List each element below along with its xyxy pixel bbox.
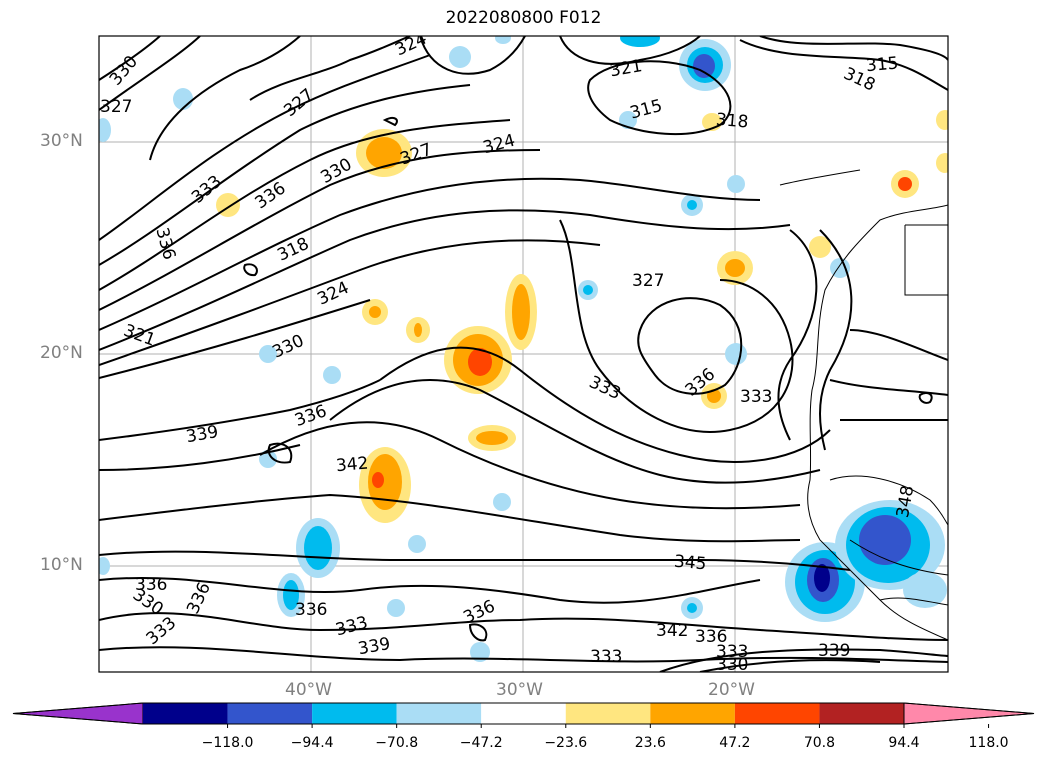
colorbar-segment — [227, 703, 313, 724]
contour-label: 339 — [818, 641, 850, 661]
colorbar — [12, 702, 1035, 728]
colorbar-outline — [12, 702, 1035, 725]
cold-blob-west — [277, 518, 340, 617]
latitude-label-30n: 30°N — [40, 131, 83, 151]
map-border — [98, 35, 949, 673]
warm-blob-north — [356, 129, 412, 177]
colorbar-tick-label: 47.2 — [719, 735, 751, 751]
colorbar-tick-label: −47.2 — [459, 735, 503, 751]
longitude-label-30w: 30°W — [496, 680, 543, 700]
contour-label: 336 — [695, 627, 727, 647]
colorbar-segment — [396, 703, 482, 724]
latitude-label-20n: 20°N — [40, 343, 83, 363]
contour-label: 336 — [135, 575, 167, 595]
longitude-label-40w: 40°W — [285, 680, 332, 700]
colorbar-extend-max — [903, 702, 1035, 725]
colorbar-tick-label: −70.8 — [375, 735, 419, 751]
longitude-label-20w: 20°W — [708, 680, 755, 700]
contour-label: 333 — [590, 647, 622, 667]
colorbar-tick-label: 118.0 — [968, 735, 1009, 751]
coastline — [779, 169, 948, 641]
warm-blob-small — [216, 110, 948, 451]
contour-label: 333 — [740, 387, 772, 407]
colorbar-tick-label: 94.4 — [888, 735, 920, 751]
cold-blob-southeast — [785, 500, 947, 622]
contour-label: 315 — [865, 53, 899, 76]
contour-label: 336 — [295, 600, 327, 620]
colorbar-tick-label: −94.4 — [290, 735, 334, 751]
contour-lines — [99, 36, 948, 672]
latitude-label-10n: 10°N — [40, 555, 83, 575]
contour-label: 342 — [656, 621, 688, 641]
colorbar-segment — [565, 703, 651, 724]
contour-label: 318 — [715, 110, 749, 133]
colorbar-segment — [734, 703, 820, 724]
cold-blob-north — [620, 36, 731, 91]
contour-label: 342 — [335, 453, 369, 476]
figure-title: 2022080800 F012 — [445, 8, 602, 28]
colorbar-segment — [650, 703, 735, 724]
colorbar-extend-min — [12, 702, 144, 725]
contour-label: 327 — [632, 271, 664, 291]
warm-blob-west — [359, 447, 411, 523]
colorbar-tick-label: 23.6 — [634, 735, 666, 751]
colorbar-segment — [312, 703, 397, 724]
colorbar-segment — [481, 703, 566, 724]
contour-label: 345 — [673, 552, 707, 575]
colorbar-tick-label: −118.0 — [201, 735, 254, 751]
colorbar-segment — [143, 703, 228, 724]
contour-label: 327 — [100, 97, 132, 117]
warm-blob-tall — [505, 274, 537, 350]
colorbar-segment — [819, 703, 904, 724]
contour-label: 333 — [716, 642, 748, 662]
colorbar-tick-label: −23.6 — [544, 735, 588, 751]
colorbar-tick-label: 70.8 — [803, 735, 836, 751]
contour-label: 330 — [716, 655, 748, 675]
warm-blob-center — [444, 326, 512, 394]
shaded-anomalies — [99, 36, 948, 662]
